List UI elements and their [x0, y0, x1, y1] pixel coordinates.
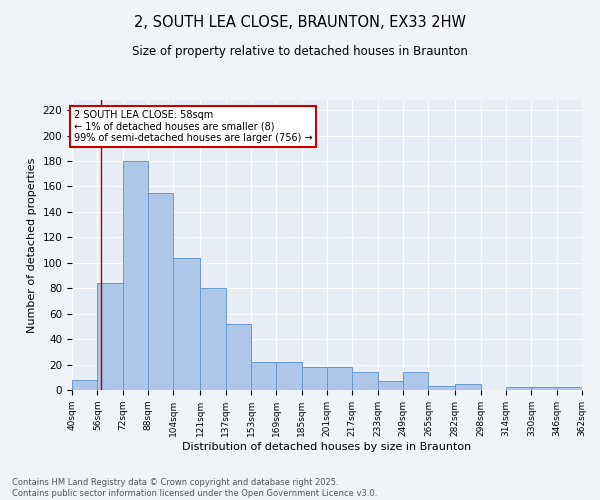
Bar [97, 283, 122, 390]
Bar [226, 324, 251, 390]
Bar [327, 367, 352, 390]
Bar [173, 258, 200, 390]
Bar [532, 388, 557, 390]
Bar [352, 372, 377, 390]
Bar [403, 372, 428, 390]
Bar [428, 386, 455, 390]
Bar [557, 388, 582, 390]
Bar [302, 367, 327, 390]
Bar [72, 380, 97, 390]
Bar [506, 388, 532, 390]
Text: Contains HM Land Registry data © Crown copyright and database right 2025.
Contai: Contains HM Land Registry data © Crown c… [12, 478, 377, 498]
Bar [122, 161, 148, 390]
Bar [200, 288, 226, 390]
X-axis label: Distribution of detached houses by size in Braunton: Distribution of detached houses by size … [182, 442, 472, 452]
Bar [377, 381, 403, 390]
Bar [148, 193, 173, 390]
Text: 2, SOUTH LEA CLOSE, BRAUNTON, EX33 2HW: 2, SOUTH LEA CLOSE, BRAUNTON, EX33 2HW [134, 15, 466, 30]
Text: 2 SOUTH LEA CLOSE: 58sqm
← 1% of detached houses are smaller (8)
99% of semi-det: 2 SOUTH LEA CLOSE: 58sqm ← 1% of detache… [74, 110, 312, 144]
Bar [277, 362, 302, 390]
Text: Size of property relative to detached houses in Braunton: Size of property relative to detached ho… [132, 45, 468, 58]
Y-axis label: Number of detached properties: Number of detached properties [27, 158, 37, 332]
Bar [455, 384, 481, 390]
Bar [251, 362, 277, 390]
